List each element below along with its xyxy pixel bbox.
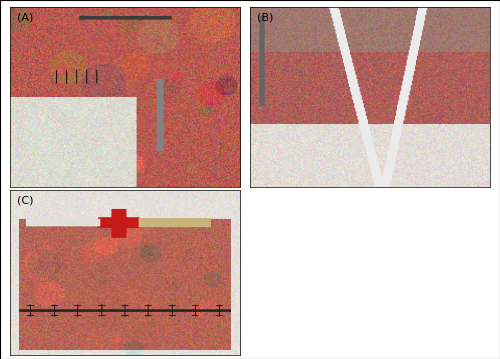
Text: (C): (C) bbox=[17, 195, 34, 205]
Text: (B): (B) bbox=[257, 13, 274, 23]
Text: (A): (A) bbox=[17, 13, 34, 23]
